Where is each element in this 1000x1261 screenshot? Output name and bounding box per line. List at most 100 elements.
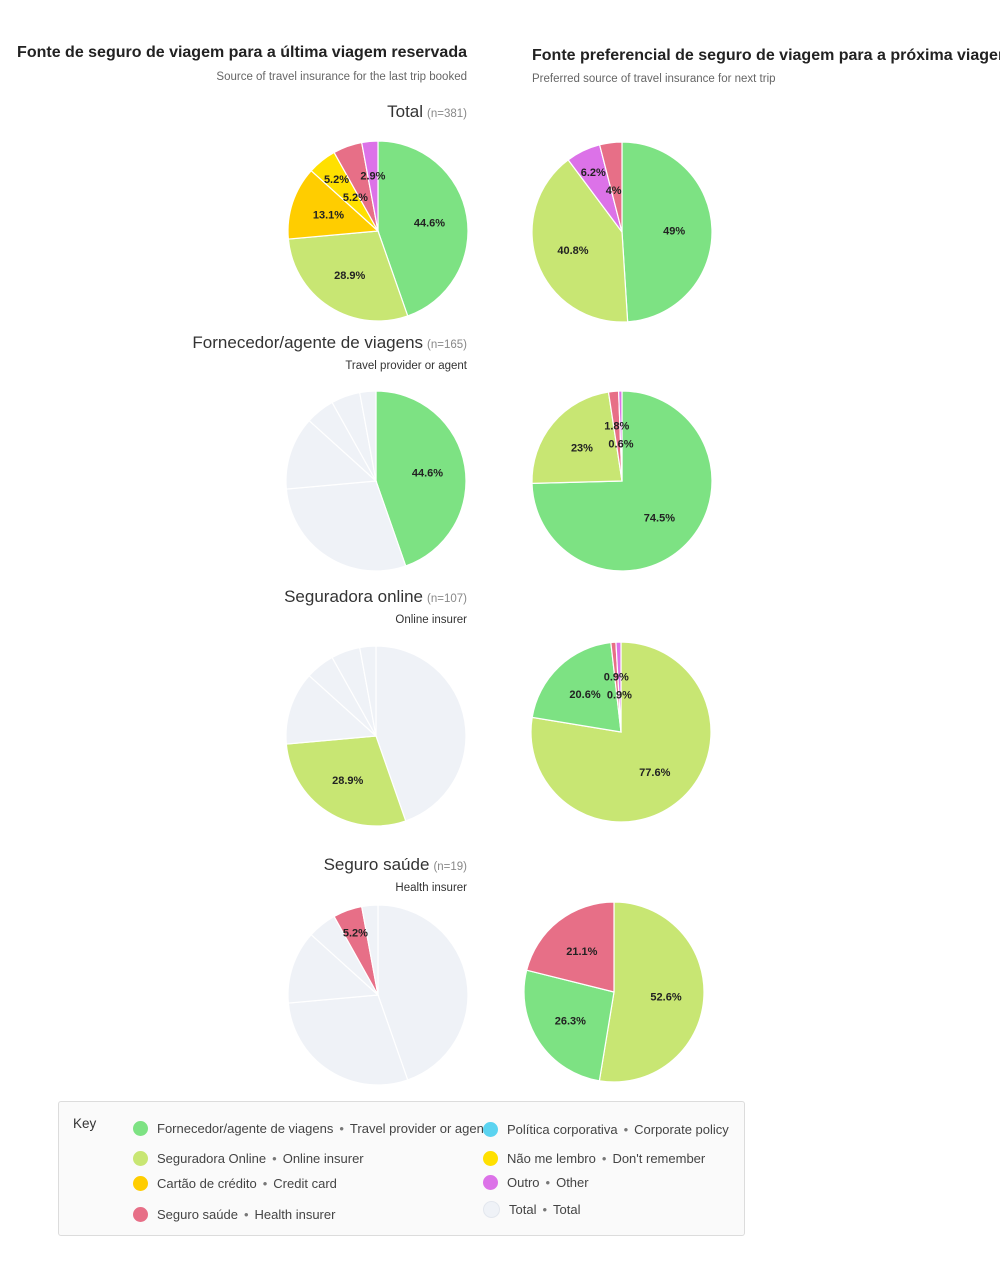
group-title-text: Fornecedor/agente de viagens: [192, 333, 424, 352]
group-title-text: Seguro saúde: [323, 855, 430, 874]
pie-data-label: 0.6%: [608, 438, 633, 450]
group-count: (n=381): [427, 108, 467, 120]
legend-item-total: Total • Total: [483, 1201, 581, 1218]
right-column-title: Fonte preferencial de seguro de viagem p…: [532, 47, 1000, 64]
pie-slice-online-insurer: [598, 901, 705, 1083]
legend-item-dont-remember: Não me lembro • Don't remember: [483, 1151, 705, 1166]
pie-data-label: 40.8%: [557, 245, 588, 257]
legend-swatch: [133, 1151, 148, 1166]
group-subtitle-travel-provider: Travel provider or agent: [345, 360, 467, 372]
pie-slice-travel-provider: [621, 141, 713, 323]
legend-label-pt: Total: [509, 1202, 537, 1217]
pie-slice-travel-provider: [377, 140, 469, 317]
legend-label-pt: Outro: [507, 1175, 540, 1190]
group-subtitle-online-insurer: Online insurer: [395, 614, 467, 626]
pie-data-label: 5.2%: [324, 174, 349, 186]
legend-label-pt: Não me lembro: [507, 1151, 596, 1166]
legend-label-pt: Fornecedor/agente de viagens: [157, 1121, 334, 1136]
pie-data-label: 6.2%: [581, 167, 606, 179]
legend-swatch: [483, 1175, 498, 1190]
group-count: (n=107): [427, 593, 467, 605]
pie-data-label: 28.9%: [332, 775, 363, 787]
pie-slice-travel-provider: [375, 390, 467, 567]
group-title-health-insurer: Seguro saúde (n=19): [324, 855, 467, 875]
pie-data-label: 5.2%: [343, 192, 368, 204]
group-count: (n=19): [433, 861, 467, 873]
pie-data-label: 0.9%: [607, 689, 632, 701]
legend-title: Key: [73, 1116, 97, 1131]
pie-data-label: 74.5%: [644, 512, 675, 524]
legend-swatch: [483, 1151, 498, 1166]
pie-data-label: 44.6%: [414, 217, 445, 229]
pie-data-label: 52.6%: [650, 991, 681, 1003]
pie-slice-online-insurer: [531, 391, 623, 485]
pie-slice-total: [287, 933, 380, 1004]
legend-label-en: Health insurer: [254, 1207, 336, 1222]
pie-data-label: 0.9%: [604, 671, 629, 683]
group-title-text: Seguradora online: [284, 587, 424, 606]
pie-slice-travel-provider: [523, 969, 615, 1082]
legend-label-pt: Seguro saúde: [157, 1207, 238, 1222]
left-column-subtitle: Source of travel insurance for the last …: [216, 71, 467, 83]
pie-data-label: 23%: [571, 443, 593, 455]
pie-data-label: 13.1%: [313, 209, 344, 221]
pie-slice-online-insurer: [287, 230, 409, 322]
pie-slice-total: [358, 645, 377, 737]
legend-label-pt: Cartão de crédito: [157, 1176, 257, 1191]
pie-data-label: 2.9%: [360, 170, 385, 182]
pie-slice-total: [358, 390, 377, 482]
legend-swatch: [133, 1121, 148, 1136]
group-subtitle-health-insurer: Health insurer: [395, 882, 467, 894]
pie-data-label: 4%: [606, 185, 622, 197]
legend-swatch: [483, 1201, 500, 1218]
pie-slice-credit-card: [287, 169, 380, 240]
legend-label-en: Don't remember: [612, 1151, 706, 1166]
pie-data-label: 20.6%: [569, 689, 600, 701]
right-column-subtitle: Preferred source of travel insurance for…: [532, 73, 776, 85]
legend-swatch: [483, 1122, 498, 1137]
legend-item-health-insurer: Seguro saúde • Health insurer: [133, 1207, 335, 1222]
legend-swatch: [133, 1176, 148, 1191]
pie-slice-other: [615, 641, 622, 733]
pie-data-label: 77.6%: [639, 767, 670, 779]
legend-item-travel-provider: Fornecedor/agente de viagens • Travel prov…: [133, 1121, 487, 1136]
group-title-travel-provider: Fornecedor/agente de viagens (n=165): [192, 333, 467, 353]
pie-data-label: 21.1%: [566, 946, 597, 958]
legend-item-online-insurer: Seguradora Online • Online insurer: [133, 1151, 364, 1166]
legend-item-other: Outro • Other: [483, 1175, 589, 1190]
legend-label-pt: Seguradora Online: [157, 1151, 267, 1166]
pie-data-label: 49%: [663, 225, 685, 237]
pie-slice-online-insurer: [285, 735, 407, 827]
legend-swatch: [133, 1207, 148, 1222]
pie-slice-other: [360, 140, 379, 232]
legend-label-en: Credit card: [273, 1176, 337, 1191]
pie-slice-total: [287, 994, 409, 1086]
legend-label-pt: Política corporativa: [507, 1122, 618, 1137]
pie-slice-health-insurer: [525, 901, 615, 993]
pie-slice-total: [375, 645, 467, 822]
legend: Key Fornecedor/agente de viagens • Travel …: [58, 1101, 745, 1236]
legend-label-en: Other: [556, 1175, 589, 1190]
pie-slice-total: [285, 480, 407, 572]
pie-slice-total: [377, 904, 469, 1081]
pie-slice-total: [285, 419, 378, 490]
pie-data-label: 1.8%: [604, 420, 629, 432]
pie-data-label: 26.3%: [555, 1016, 586, 1028]
legend-label-en: Total: [553, 1202, 581, 1217]
legend-label-en: Corporate policy: [634, 1122, 729, 1137]
pie-slice-total: [285, 674, 378, 745]
legend-label-en: Online insurer: [282, 1151, 364, 1166]
legend-item-credit-card: Cartão de crédito • Credit card: [133, 1176, 337, 1191]
left-column-title: Fonte de seguro de viagem para a última …: [17, 44, 467, 61]
pie-slice-health-insurer: [598, 141, 623, 233]
legend-item-corporate-policy: Política corporativa • Corporate policy: [483, 1122, 729, 1137]
group-title-text: Total: [387, 102, 424, 121]
